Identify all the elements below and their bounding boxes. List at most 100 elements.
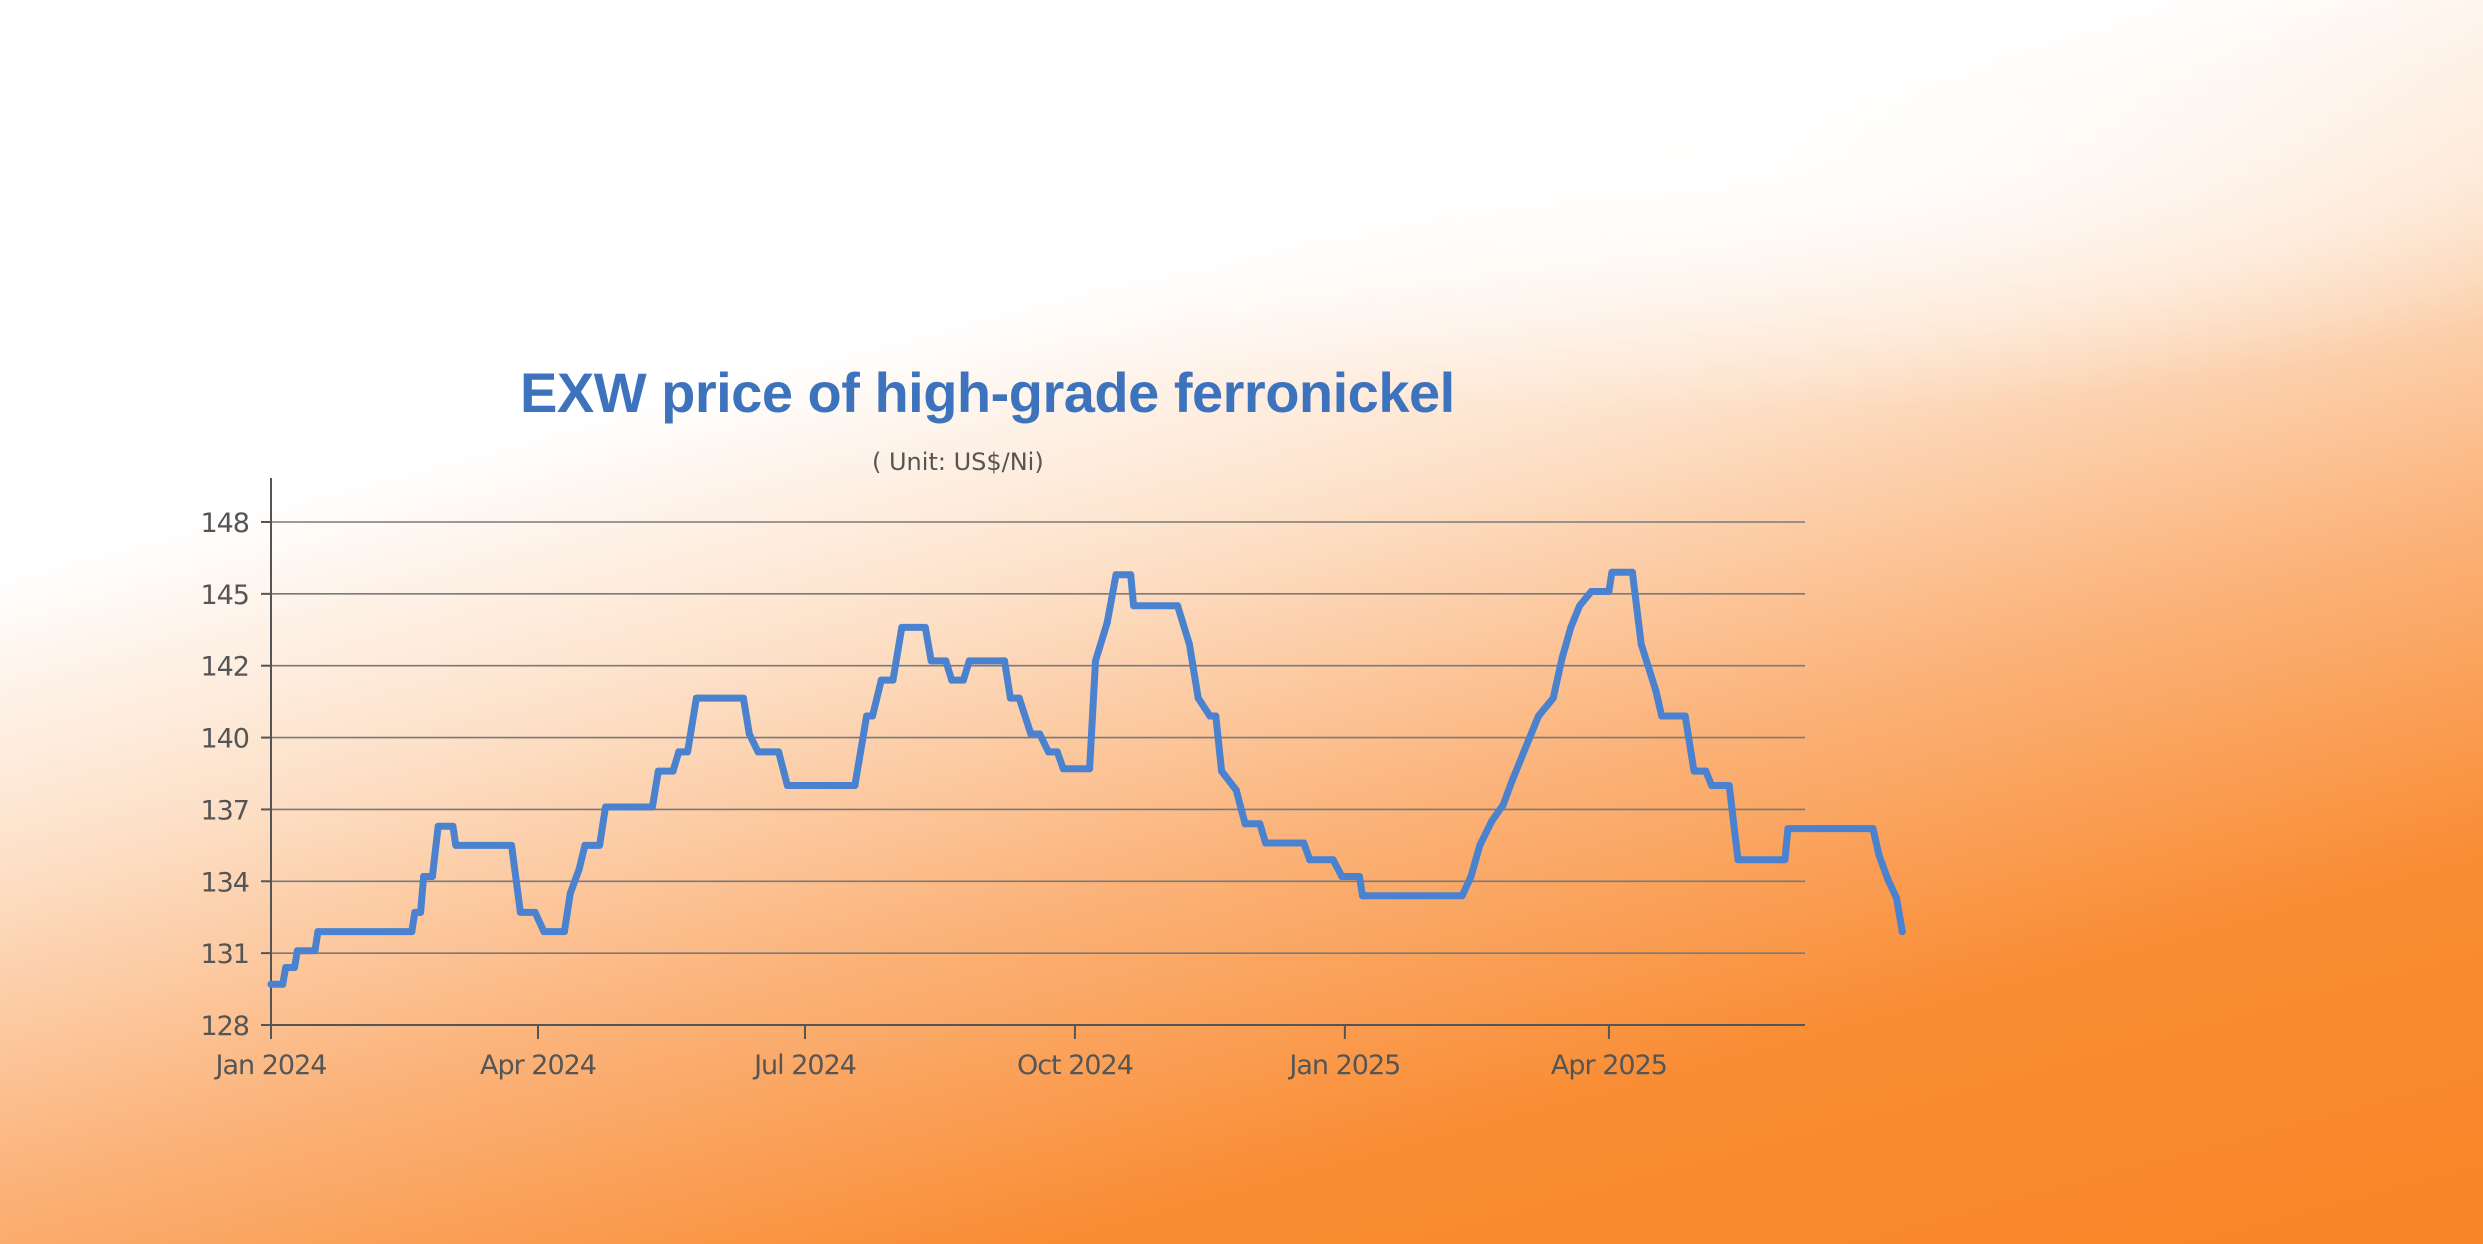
data-point bbox=[1708, 782, 1716, 789]
data-point bbox=[1053, 748, 1061, 756]
data-point bbox=[1015, 694, 1023, 702]
data-point bbox=[434, 822, 442, 830]
data-point bbox=[1781, 856, 1789, 864]
data-point bbox=[783, 782, 791, 789]
x-tick-label: Apr 2024 bbox=[480, 1050, 596, 1081]
data-point bbox=[1027, 730, 1035, 738]
data-point bbox=[1127, 571, 1135, 579]
data-point bbox=[566, 889, 574, 897]
x-axis-ticks: Jan 2024 Apr 2024 Jul 2024 Oct 2024 Jan 2025… bbox=[214, 1025, 1668, 1081]
data-point bbox=[560, 928, 568, 936]
data-point bbox=[1130, 602, 1138, 610]
x-tick-label: Jan 2024 bbox=[214, 1050, 327, 1081]
data-point bbox=[869, 712, 876, 720]
series-group bbox=[267, 568, 1906, 988]
data-point bbox=[1174, 602, 1182, 610]
data-point bbox=[1508, 777, 1516, 785]
data-point bbox=[1576, 602, 1584, 610]
data-point bbox=[1185, 640, 1193, 648]
y-tick-label: 134 bbox=[200, 867, 249, 898]
y-tick-label: 142 bbox=[200, 652, 249, 683]
y-tick-label: 137 bbox=[200, 795, 249, 826]
data-point bbox=[1681, 712, 1689, 720]
data-point bbox=[775, 748, 783, 756]
chart-title: EXW price of high-grade ferronickel bbox=[520, 361, 1455, 424]
data-point bbox=[669, 767, 677, 775]
data-point bbox=[1359, 892, 1366, 900]
data-point bbox=[516, 908, 524, 916]
data-point bbox=[314, 928, 322, 936]
data-point bbox=[291, 964, 298, 971]
data-point bbox=[1059, 765, 1067, 773]
data-point bbox=[1300, 839, 1308, 847]
x-tick-label: Jul 2024 bbox=[752, 1050, 856, 1081]
data-point bbox=[1628, 568, 1636, 576]
data-point bbox=[1112, 571, 1120, 579]
data-point bbox=[449, 822, 457, 830]
data-point bbox=[927, 657, 935, 665]
data-point bbox=[408, 928, 416, 936]
data-point bbox=[1256, 820, 1264, 828]
data-point bbox=[1206, 712, 1214, 720]
data-point bbox=[1092, 657, 1099, 665]
data-point bbox=[282, 964, 290, 971]
y-axis-ticks: 128 131 134 137 140 142 145 148 bbox=[200, 508, 271, 1042]
chart-subtitle: ( Unit: US$/Ni) bbox=[872, 448, 1044, 476]
data-point bbox=[889, 676, 897, 684]
data-point bbox=[531, 908, 539, 916]
x-tick-label: Oct 2024 bbox=[1017, 1050, 1133, 1081]
data-point bbox=[1567, 623, 1575, 631]
data-point bbox=[1549, 694, 1557, 702]
data-point bbox=[1045, 748, 1052, 756]
data-point bbox=[1262, 839, 1270, 847]
data-point bbox=[540, 928, 548, 936]
data-point bbox=[1734, 856, 1742, 864]
data-point bbox=[1476, 841, 1484, 849]
data-point bbox=[1194, 694, 1202, 702]
data-point bbox=[863, 712, 871, 720]
data-point bbox=[1702, 767, 1710, 775]
data-point bbox=[1306, 856, 1314, 864]
data-point bbox=[581, 841, 589, 849]
data-point bbox=[1893, 894, 1900, 902]
data-point bbox=[596, 841, 604, 849]
data-point bbox=[279, 980, 287, 988]
y-tick-label: 128 bbox=[200, 1011, 249, 1042]
data-point bbox=[1658, 712, 1666, 720]
data-point bbox=[575, 865, 583, 873]
y-tick-label: 145 bbox=[200, 580, 249, 611]
data-point bbox=[1520, 748, 1528, 756]
data-point bbox=[877, 676, 885, 684]
data-point bbox=[948, 676, 956, 684]
data-point bbox=[675, 748, 683, 756]
data-point bbox=[293, 947, 301, 955]
axes bbox=[270, 478, 1805, 1026]
data-point bbox=[1535, 712, 1542, 720]
data-point bbox=[311, 947, 319, 955]
data-point bbox=[1558, 655, 1566, 662]
data-point bbox=[851, 782, 859, 789]
data-point bbox=[1212, 712, 1220, 720]
data-point bbox=[1499, 801, 1507, 809]
data-point bbox=[1488, 817, 1496, 825]
x-tick-label: Apr 2025 bbox=[1551, 1050, 1667, 1081]
data-point bbox=[452, 841, 460, 849]
data-point bbox=[417, 908, 425, 916]
data-point bbox=[921, 623, 929, 631]
data-point bbox=[1587, 588, 1595, 595]
data-point bbox=[1218, 767, 1226, 775]
data-point bbox=[1605, 588, 1613, 595]
series-line bbox=[267, 568, 1906, 988]
data-point bbox=[267, 980, 275, 988]
data-point bbox=[428, 873, 436, 880]
y-tick-label: 131 bbox=[200, 939, 249, 970]
data-point bbox=[1338, 873, 1346, 880]
data-point bbox=[739, 694, 747, 702]
data-point bbox=[1036, 730, 1044, 738]
data-point bbox=[1232, 786, 1240, 794]
data-point bbox=[1356, 873, 1363, 880]
data-point bbox=[1458, 892, 1466, 900]
data-point bbox=[692, 694, 700, 702]
data-point bbox=[1884, 875, 1892, 883]
data-point bbox=[411, 908, 419, 916]
